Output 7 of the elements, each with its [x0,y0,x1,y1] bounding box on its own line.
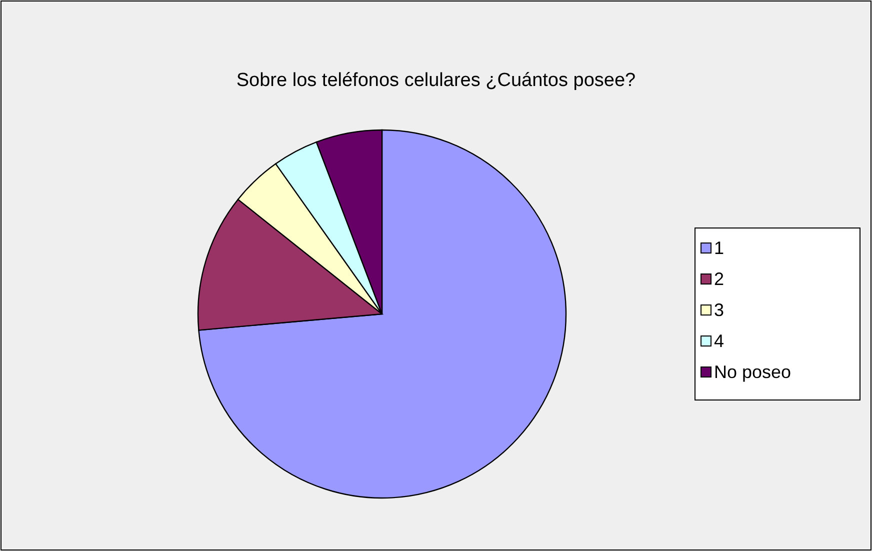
pie-slice [198,129,567,498]
chart-title: Sobre los teléfonos celulares ¿Cuántos posee? [236,70,636,91]
legend-label: 1 [714,238,724,258]
legend-label: 3 [714,300,724,320]
legend-label: No poseo [714,362,792,382]
legend-label: 4 [714,331,724,351]
legend-label: 2 [714,269,724,289]
